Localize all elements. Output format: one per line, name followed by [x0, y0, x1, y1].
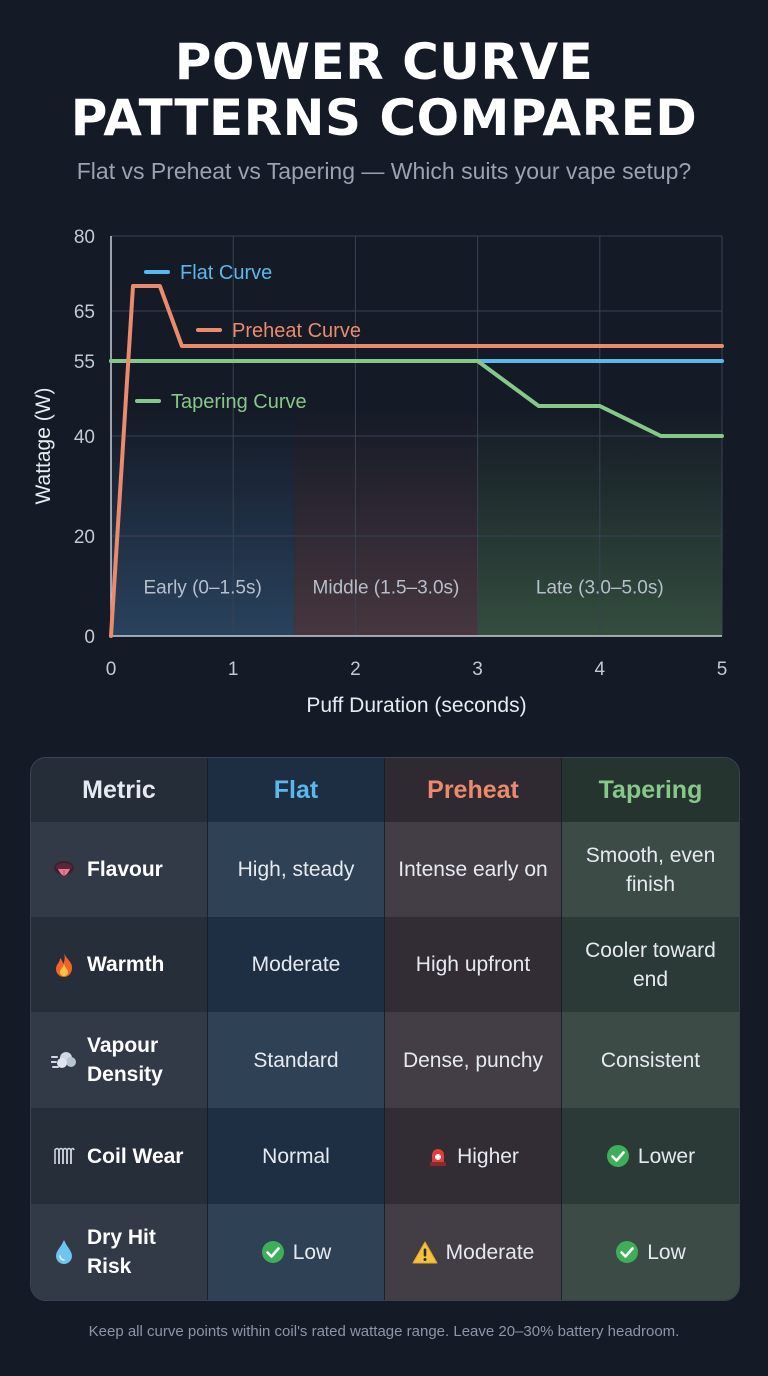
- page-title: POWER CURVE PATTERNS COMPARED: [0, 34, 768, 146]
- x-tick-label: 5: [717, 659, 728, 680]
- power-curve-chart: 0 20 40 55 65 80 0 1 2 3 4 5 Puff Duration (seconds)…: [32, 227, 728, 717]
- cell-preheat-flavour: Intense early on: [385, 822, 562, 917]
- region-label: Middle (1.5–3.0s): [313, 578, 460, 599]
- metric-label: Flavour: [87, 858, 163, 881]
- y-tick-label: 40: [74, 427, 95, 448]
- check-icon: [261, 1240, 285, 1264]
- check-icon: [606, 1144, 630, 1168]
- footer-note: Keep all curve points within coil's rate…: [88, 1323, 680, 1340]
- cell-text: Low: [292, 1240, 332, 1264]
- cell-text: Higher: [457, 1144, 519, 1168]
- cell-flat-warmth: Moderate: [208, 917, 385, 1012]
- fire-icon: [51, 952, 77, 978]
- y-tick-label: 0: [84, 627, 95, 648]
- y-tick-label: 20: [74, 527, 95, 548]
- cell-tapering-warmth: Cooler toward end: [562, 917, 739, 1012]
- metric-dry-hit-risk: Dry Hit Risk: [31, 1204, 208, 1300]
- legend-label: Flat Curve: [180, 262, 272, 284]
- x-axis-label: Puff Duration (seconds): [306, 694, 526, 717]
- header-tapering: Tapering: [562, 758, 739, 822]
- cell-preheat-dryhit: Moderate: [385, 1204, 562, 1300]
- cell-flat-dryhit: Low: [208, 1204, 385, 1300]
- metric-label: Vapour Density: [87, 1034, 163, 1086]
- y-tick-label: 65: [74, 302, 95, 323]
- metric-vapour-density: Vapour Density: [31, 1012, 208, 1108]
- region-band: [294, 406, 478, 636]
- x-tick-label: 4: [595, 659, 606, 680]
- metric-coil-wear: Coil Wear: [31, 1108, 208, 1204]
- x-tick-label: 0: [106, 659, 117, 680]
- cell-text: Moderate: [445, 1240, 535, 1264]
- coil-icon: [51, 1144, 77, 1168]
- x-tick-label: 3: [472, 659, 483, 680]
- x-tick-label: 1: [228, 659, 239, 680]
- check-icon: [615, 1240, 639, 1264]
- warning-icon: [412, 1241, 438, 1264]
- region-band: [111, 406, 295, 636]
- cell-flat-coil: Normal: [208, 1108, 385, 1204]
- y-axis-label: Wattage (W): [32, 387, 55, 504]
- cell-preheat-vapour: Dense, punchy: [385, 1012, 562, 1108]
- legend-label: Tapering Curve: [171, 391, 307, 413]
- tongue-icon: [51, 858, 77, 882]
- header-flat: Flat: [208, 758, 385, 822]
- region-label: Late (3.0–5.0s): [536, 578, 664, 599]
- cell-text: Lower: [637, 1144, 696, 1168]
- vapour-cloud-icon: [51, 1049, 77, 1071]
- series-line-tapering-curve: [109, 359, 724, 438]
- cell-flat-vapour: Standard: [208, 1012, 385, 1108]
- cell-tapering-coil: Lower: [562, 1108, 739, 1204]
- metric-flavour: Flavour: [31, 822, 208, 917]
- metric-label: Warmth: [87, 953, 165, 976]
- metric-label: Dry Hit Risk: [87, 1226, 156, 1278]
- y-tick-label: 55: [74, 352, 95, 373]
- cell-preheat-coil: Higher: [385, 1108, 562, 1204]
- title-line-2: PATTERNS COMPARED: [70, 89, 698, 147]
- cell-tapering-flavour: Smooth, even finish: [562, 822, 739, 917]
- cell-preheat-warmth: High upfront: [385, 917, 562, 1012]
- title-line-1: POWER CURVE: [174, 33, 594, 91]
- y-tick-label: 80: [74, 227, 95, 248]
- page-subtitle: Flat vs Preheat vs Tapering — Which suit…: [76, 158, 692, 184]
- metric-label: Coil Wear: [87, 1144, 184, 1168]
- comparison-table: Metric Flat Preheat Tapering Flavour Hig…: [30, 757, 740, 1301]
- header-metric: Metric: [31, 758, 208, 822]
- droplet-icon: [51, 1239, 77, 1265]
- alarm-icon: [427, 1145, 449, 1167]
- legend-label: Preheat Curve: [232, 320, 361, 342]
- metric-warmth: Warmth: [31, 917, 208, 1012]
- x-tick-label: 2: [350, 659, 361, 680]
- region-label: Early (0–1.5s): [144, 578, 262, 599]
- cell-tapering-dryhit: Low: [562, 1204, 739, 1300]
- cell-text: Low: [647, 1240, 686, 1264]
- cell-tapering-vapour: Consistent: [562, 1012, 739, 1108]
- header-preheat: Preheat: [385, 758, 562, 822]
- series-line-preheat-curve: [109, 284, 724, 638]
- cell-flat-flavour: High, steady: [208, 822, 385, 917]
